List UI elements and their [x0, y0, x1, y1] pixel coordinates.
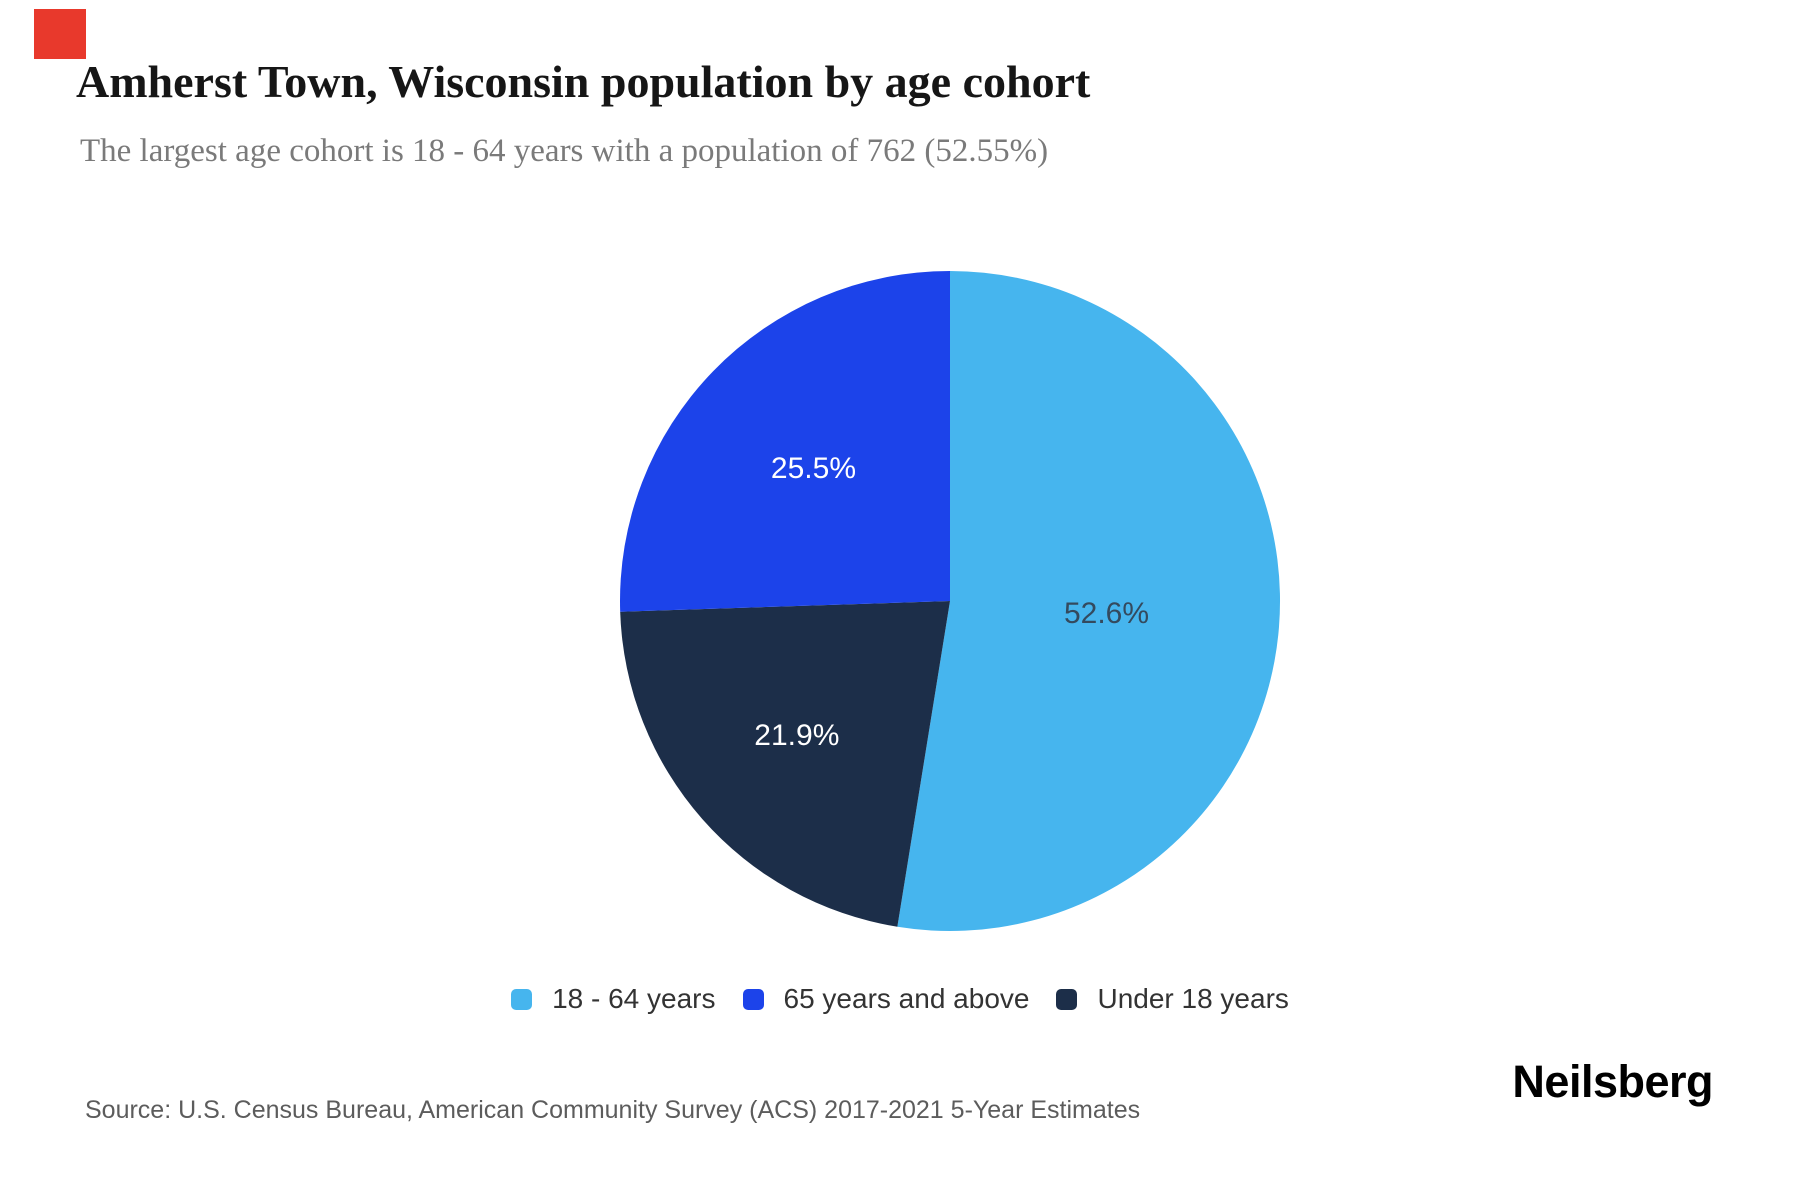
red-marker: [34, 9, 86, 59]
pie-slice-label: 21.9%: [754, 718, 840, 752]
pie-slice-under-18-years[interactable]: [620, 601, 950, 927]
pie-slice-label: 52.6%: [1063, 596, 1150, 630]
pie-slice-65-years-and-above[interactable]: [620, 271, 950, 612]
legend-swatch-icon: [742, 988, 764, 1010]
legend-label: 18 - 64 years: [552, 983, 716, 1014]
source-text: Source: U.S. Census Bureau, American Com…: [85, 1096, 1141, 1124]
legend-swatch-icon: [1056, 988, 1078, 1010]
legend-label: Under 18 years: [1097, 983, 1289, 1014]
legend-swatch-icon: [511, 988, 533, 1010]
legend-label: 65 years and above: [783, 983, 1030, 1014]
legend-item-65-years-and-above[interactable]: 65 years and above: [742, 983, 1030, 1014]
neilsberg-logo: Neilsberg: [1512, 1056, 1713, 1107]
legend-item-18-64-years[interactable]: 18 - 64 years: [511, 983, 716, 1014]
legend-item-under-18-years[interactable]: Under 18 years: [1056, 983, 1289, 1014]
pie-chart-area: 52.6% 21.9% 25.5%: [600, 251, 1300, 951]
pie-slice-18-64-years[interactable]: [897, 271, 1281, 931]
chart-legend: 18 - 64 years 65 years and above Under 18 …: [0, 985, 1800, 1013]
pie-slice-label: 25.5%: [770, 451, 857, 485]
chart-title: Amherst Town, Wisconsin population by ag…: [76, 56, 1091, 107]
chart-subtitle: The largest age cohort is 18 - 64 years …: [80, 133, 1049, 169]
pie-chart: [620, 271, 1281, 931]
